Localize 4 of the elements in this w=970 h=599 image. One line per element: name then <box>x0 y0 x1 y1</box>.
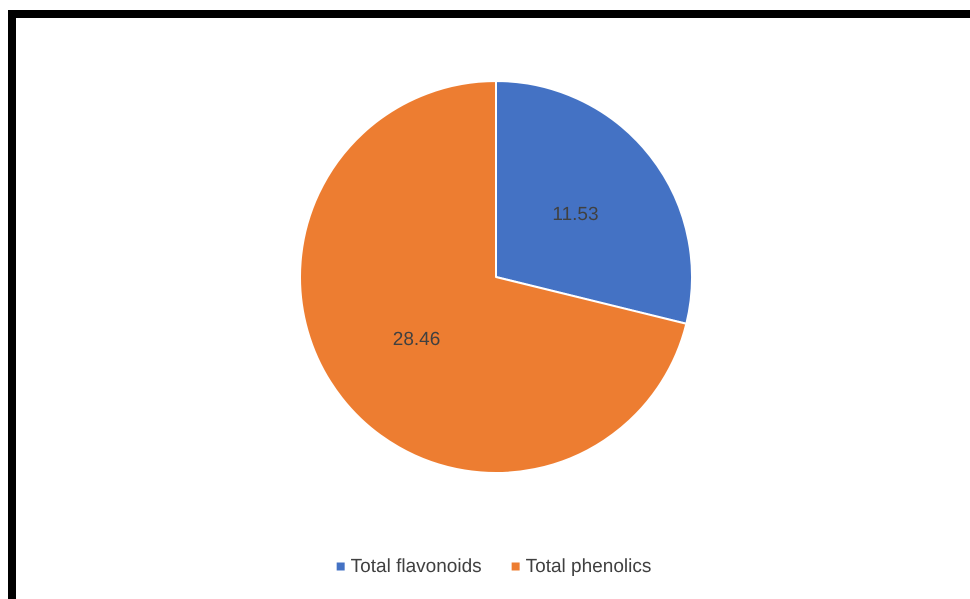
data-label: 28.46 <box>392 328 440 350</box>
legend-label: Total flavonoids <box>350 556 482 577</box>
data-label: 11.53 <box>552 204 599 226</box>
legend-label: Total phenolics <box>526 556 652 577</box>
